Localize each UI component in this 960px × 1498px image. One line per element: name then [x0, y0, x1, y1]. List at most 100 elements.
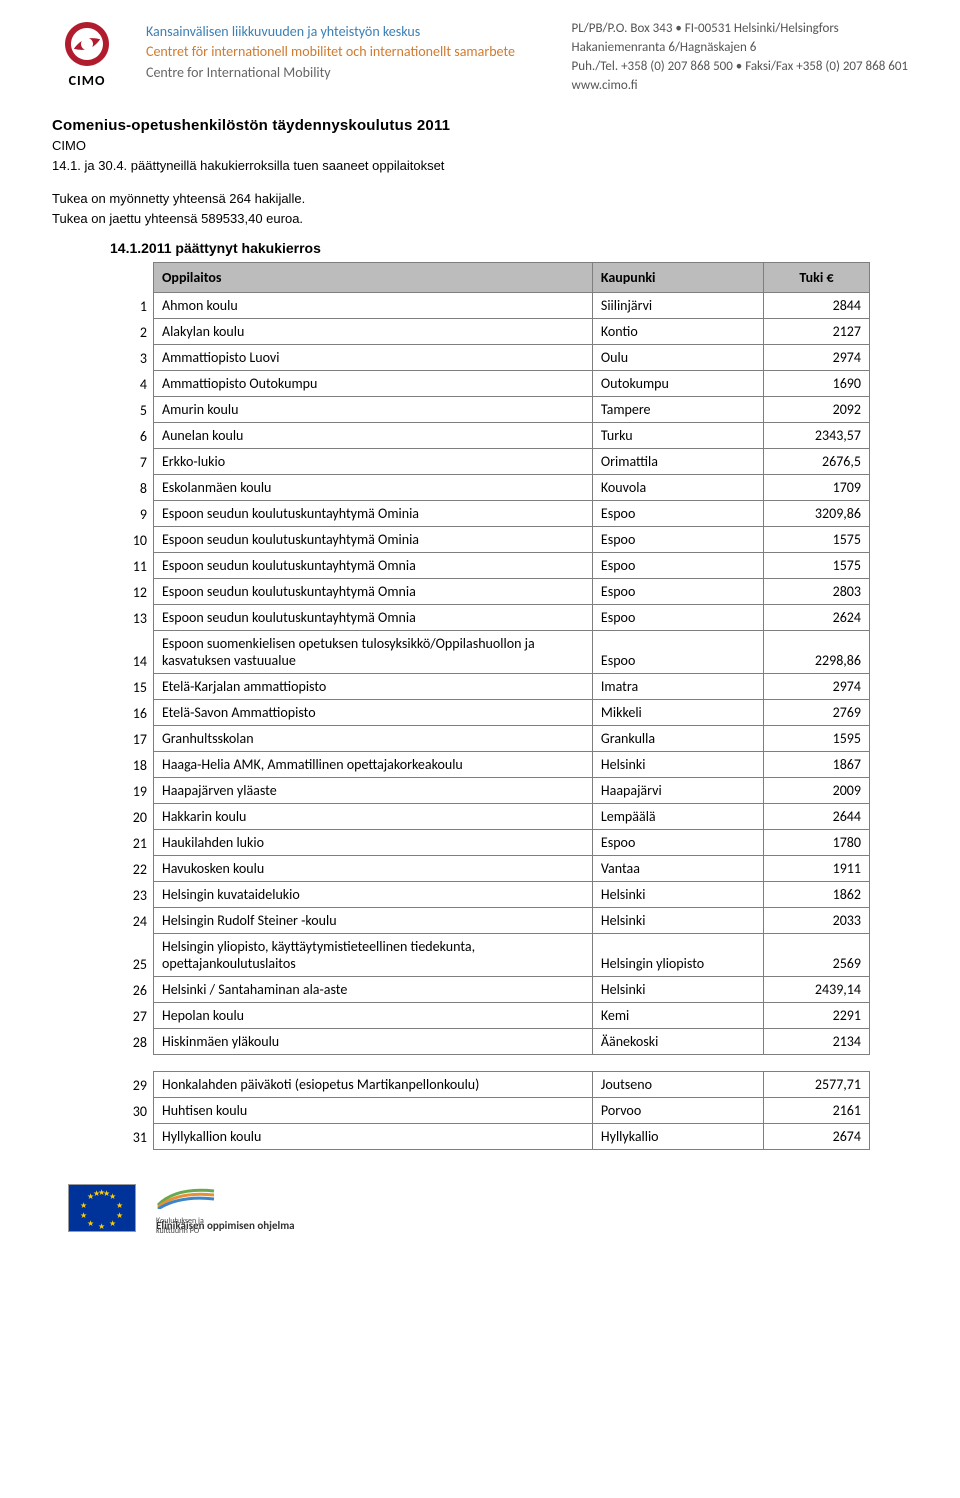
row-city: Joutseno: [592, 1072, 763, 1098]
table-row: 31Hyllykallion kouluHyllykallio2674: [110, 1124, 870, 1150]
row-amount: 2974: [763, 345, 869, 371]
row-name: Helsinki / Santahaminan ala-aste: [153, 977, 592, 1003]
row-city: Hyllykallio: [592, 1124, 763, 1150]
footer: ★ ★ ★ ★ ★ ★ ★ ★ ★ ★ ★ ★ Koulutuksen ja k…: [52, 1184, 908, 1232]
row-city: Kontio: [592, 319, 763, 345]
row-city: Espoo: [592, 501, 763, 527]
row-number: 14: [110, 631, 153, 674]
row-amount: 2577,71: [763, 1072, 869, 1098]
row-number: 13: [110, 605, 153, 631]
row-number: 21: [110, 830, 153, 856]
org-name-block: Kansainvälisen liikkuvuuden ja yhteistyö…: [146, 18, 548, 83]
row-name: Etelä-Savon Ammattiopisto: [153, 700, 592, 726]
row-number: 22: [110, 856, 153, 882]
letterhead: CIMO Kansainvälisen liikkuvuuden ja yhte…: [52, 18, 908, 95]
table-row: 10Espoon seudun koulutuskuntayhtymä Omin…: [110, 527, 870, 553]
row-amount: 2161: [763, 1098, 869, 1124]
table-row: 5Amurin kouluTampere2092: [110, 397, 870, 423]
row-name: Aunelan koulu: [153, 423, 592, 449]
row-number: 27: [110, 1003, 153, 1029]
row-amount: 2134: [763, 1029, 869, 1055]
row-amount: 1709: [763, 475, 869, 501]
table-row: 27Hepolan kouluKemi2291: [110, 1003, 870, 1029]
row-name: Granhultsskolan: [153, 726, 592, 752]
row-city: Outokumpu: [592, 371, 763, 397]
row-number: 5: [110, 397, 153, 423]
row-name: Espoon seudun koulutuskuntayhtymä Ominia: [153, 527, 592, 553]
row-city: Espoo: [592, 527, 763, 553]
grants-table: Oppilaitos Kaupunki Tuki € 1Ahmon kouluS…: [110, 262, 870, 1150]
row-city: Haapajärvi: [592, 778, 763, 804]
table-row: 13Espoon seudun koulutuskuntayhtymä Omni…: [110, 605, 870, 631]
col-name-header: Oppilaitos: [153, 263, 592, 293]
cimo-logo-text: CIMO: [69, 72, 106, 89]
row-amount: 2674: [763, 1124, 869, 1150]
row-name: Eskolanmäen koulu: [153, 475, 592, 501]
org-line-en: Centre for International Mobility: [146, 63, 548, 83]
table-row: 3Ammattiopisto LuoviOulu2974: [110, 345, 870, 371]
row-city: Äänekoski: [592, 1029, 763, 1055]
subtitle-line: CIMO: [52, 136, 908, 156]
contact-line: www.cimo.fi: [572, 77, 908, 96]
row-name: Ammattiopisto Outokumpu: [153, 371, 592, 397]
table-row: 29Honkalahden päiväkoti (esiopetus Marti…: [110, 1072, 870, 1098]
row-number: 4: [110, 371, 153, 397]
footer-programme-block: Koulutuksen ja kulttuurin PO Elinikäisen…: [156, 1185, 295, 1232]
gap-row: [110, 1055, 870, 1072]
row-amount: 1690: [763, 371, 869, 397]
row-city: Espoo: [592, 631, 763, 674]
row-name: Huhtisen koulu: [153, 1098, 592, 1124]
row-city: Turku: [592, 423, 763, 449]
row-number: 26: [110, 977, 153, 1003]
row-number: 15: [110, 674, 153, 700]
table-row: 4Ammattiopisto OutokumpuOutokumpu1690: [110, 371, 870, 397]
table-row: 28Hiskinmäen yläkouluÄänekoski2134: [110, 1029, 870, 1055]
row-number: 10: [110, 527, 153, 553]
table-row: 20Hakkarin kouluLempäälä2644: [110, 804, 870, 830]
contact-line: PL/PB/P.O. Box 343 • FI-00531 Helsinki/H…: [572, 20, 908, 39]
row-city: Mikkeli: [592, 700, 763, 726]
row-name: Hepolan koulu: [153, 1003, 592, 1029]
row-city: Kemi: [592, 1003, 763, 1029]
row-city: Espoo: [592, 605, 763, 631]
row-number: 25: [110, 934, 153, 977]
summary-line: Tukea on myönnetty yhteensä 264 hakijall…: [52, 189, 908, 209]
row-amount: 2624: [763, 605, 869, 631]
row-number: 8: [110, 475, 153, 501]
row-name: Havukosken koulu: [153, 856, 592, 882]
row-number: 1: [110, 293, 153, 319]
row-city: Imatra: [592, 674, 763, 700]
row-amount: 2127: [763, 319, 869, 345]
row-amount: 2974: [763, 674, 869, 700]
row-city: Espoo: [592, 553, 763, 579]
row-name: Haukilahden lukio: [153, 830, 592, 856]
row-number: 19: [110, 778, 153, 804]
row-name: Hakkarin koulu: [153, 804, 592, 830]
row-amount: 2644: [763, 804, 869, 830]
row-name: Haapajärven yläaste: [153, 778, 592, 804]
table-row: 25Helsingin yliopisto, käyttäytymistiete…: [110, 934, 870, 977]
row-name: Espoon seudun koulutuskuntayhtymä Omnia: [153, 553, 592, 579]
row-city: Oulu: [592, 345, 763, 371]
spacer: [52, 175, 908, 189]
col-city-header: Kaupunki: [592, 263, 763, 293]
row-amount: 2033: [763, 908, 869, 934]
row-amount: 1780: [763, 830, 869, 856]
row-city: Vantaa: [592, 856, 763, 882]
table-row: 16Etelä-Savon AmmattiopistoMikkeli2769: [110, 700, 870, 726]
row-city: Helsinki: [592, 882, 763, 908]
org-line-sv: Centret för internationell mobilitet och…: [146, 42, 548, 62]
row-number: 18: [110, 752, 153, 778]
round-title: 14.1.2011 päättynyt hakukierros: [110, 240, 908, 256]
row-name: Helsingin kuvataidelukio: [153, 882, 592, 908]
row-city: Espoo: [592, 579, 763, 605]
page: CIMO Kansainvälisen liikkuvuuden ja yhte…: [0, 0, 960, 1272]
table-row: 6Aunelan kouluTurku2343,57: [110, 423, 870, 449]
row-city: Kouvola: [592, 475, 763, 501]
table-row: 26Helsinki / Santahaminan ala-asteHelsin…: [110, 977, 870, 1003]
row-number: 23: [110, 882, 153, 908]
row-name: Etelä-Karjalan ammattiopisto: [153, 674, 592, 700]
row-amount: 2569: [763, 934, 869, 977]
row-name: Alakylan koulu: [153, 319, 592, 345]
table-row: 9Espoon seudun koulutuskuntayhtymä Omini…: [110, 501, 870, 527]
